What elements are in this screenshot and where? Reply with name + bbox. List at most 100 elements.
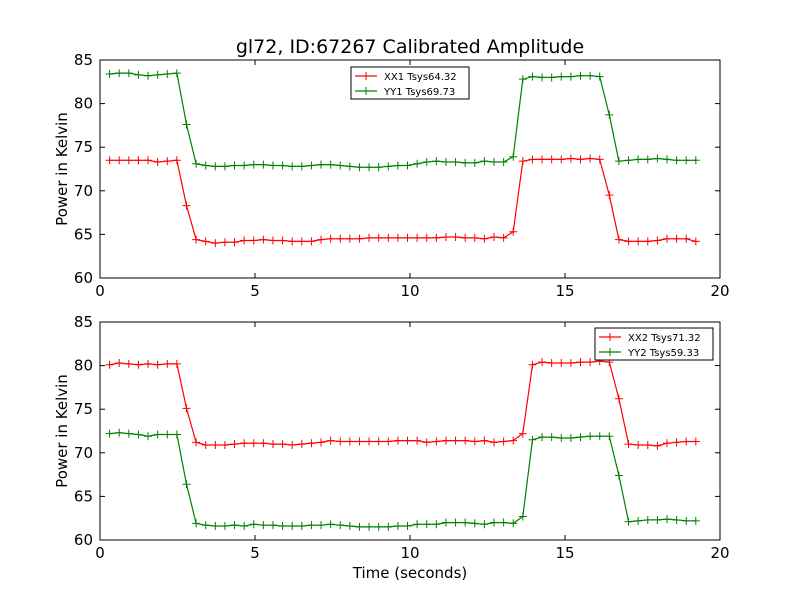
x-axis-label: Time (seconds) — [352, 564, 468, 582]
data-point — [499, 518, 508, 527]
data-point — [634, 516, 643, 525]
data-point — [605, 191, 614, 200]
data-point — [288, 162, 297, 171]
y-tick-label: 65 — [74, 487, 93, 505]
data-point — [144, 156, 153, 165]
data-point — [461, 436, 470, 445]
data-point — [297, 162, 306, 171]
legend-marker — [606, 348, 614, 356]
data-point — [240, 522, 249, 531]
data-point — [672, 438, 681, 447]
data-point — [249, 520, 258, 529]
data-point — [557, 72, 566, 81]
data-point — [134, 156, 143, 165]
series-markers — [105, 357, 700, 450]
data-point — [249, 236, 258, 245]
y-tick-label: 80 — [74, 95, 93, 113]
data-point — [393, 436, 402, 445]
data-point — [691, 437, 700, 446]
data-point — [163, 157, 172, 166]
legend-marker — [362, 72, 370, 80]
data-point — [422, 520, 431, 529]
series-markers — [105, 69, 700, 172]
data-point — [518, 75, 527, 84]
data-point — [566, 72, 575, 81]
data-point — [509, 152, 518, 161]
y-tick-label: 70 — [74, 182, 93, 200]
data-point — [374, 437, 383, 446]
x-tick-label: 0 — [95, 282, 105, 300]
legend-label: YY1 Tsys69.73 — [383, 87, 455, 98]
data-point — [220, 440, 229, 449]
data-point — [384, 162, 393, 171]
data-point — [624, 517, 633, 526]
data-point — [634, 155, 643, 164]
data-point — [528, 435, 537, 444]
data-point — [115, 156, 124, 165]
data-point — [336, 161, 345, 170]
data-point — [605, 432, 614, 441]
y-tick-label: 75 — [74, 400, 93, 418]
data-point — [614, 394, 623, 403]
data-point — [192, 438, 201, 447]
data-point — [365, 437, 374, 446]
data-point — [662, 234, 671, 243]
series-markers — [105, 428, 700, 531]
data-point — [547, 358, 556, 367]
data-point — [672, 515, 681, 524]
data-point — [518, 157, 527, 166]
data-point — [192, 519, 201, 528]
data-point — [201, 161, 210, 170]
data-point — [451, 233, 460, 242]
data-point — [326, 520, 335, 529]
data-point — [403, 436, 412, 445]
data-point — [105, 360, 114, 369]
data-point — [374, 233, 383, 242]
x-tick-label: 15 — [555, 282, 574, 300]
data-point — [365, 163, 374, 172]
legend-marker — [362, 87, 370, 95]
data-point — [201, 237, 210, 246]
data-point — [182, 120, 191, 129]
data-point — [220, 522, 229, 531]
data-point — [653, 441, 662, 450]
data-point — [230, 161, 239, 170]
legend-label: XX1 Tsys64.32 — [384, 72, 457, 83]
data-point — [249, 439, 258, 448]
x-tick-label: 20 — [710, 282, 729, 300]
data-point — [144, 432, 153, 441]
data-point — [172, 359, 181, 368]
data-point — [662, 439, 671, 448]
legend: XX1 Tsys64.32 YY1 Tsys69.73 — [350, 66, 470, 100]
data-point — [345, 162, 354, 171]
data-point — [566, 433, 575, 442]
data-point — [230, 238, 239, 247]
data-point — [682, 437, 691, 446]
data-point — [249, 160, 258, 169]
data-point — [115, 69, 124, 78]
data-point — [461, 518, 470, 527]
x-tick-label: 5 — [250, 282, 260, 300]
data-point — [634, 440, 643, 449]
data-point — [547, 73, 556, 82]
data-point — [538, 73, 547, 82]
data-point — [538, 358, 547, 367]
data-point — [105, 156, 114, 165]
data-point — [211, 162, 220, 171]
data-point — [643, 515, 652, 524]
data-point — [278, 236, 287, 245]
data-point — [144, 71, 153, 80]
data-point — [393, 522, 402, 531]
data-point — [576, 358, 585, 367]
data-point — [240, 439, 249, 448]
data-point — [653, 236, 662, 245]
y-tick-label: 65 — [74, 225, 93, 243]
data-point — [509, 519, 518, 528]
data-point — [528, 72, 537, 81]
data-point — [518, 512, 527, 521]
data-point — [662, 155, 671, 164]
data-point — [201, 440, 210, 449]
data-point — [105, 429, 114, 438]
data-point — [230, 440, 239, 449]
